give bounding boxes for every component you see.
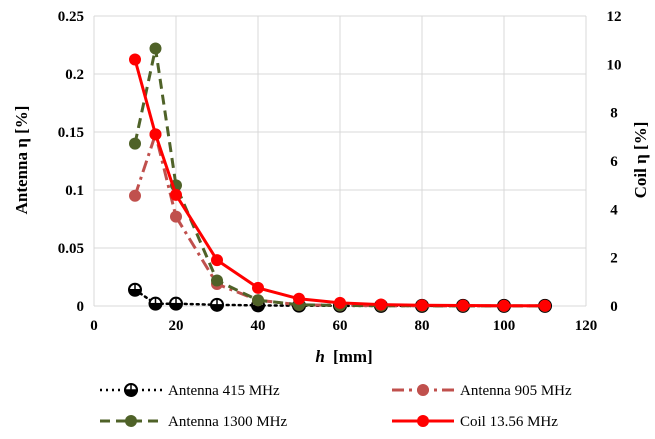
y-left-tick-label: 0.2 [65,67,84,83]
legend: Antenna 415 MHz Antenna 905 MHz Antenna 13… [100,383,572,430]
data-point [539,299,551,312]
x-tick-label: 0 [90,318,98,334]
legend-label: Antenna 905 MHz [460,383,572,399]
legend-marker [417,415,429,427]
data-point [170,210,182,223]
y-right-tick-label: 12 [607,9,622,25]
data-point [211,254,223,267]
legend-marker [417,384,429,396]
x-tick-label: 120 [575,318,598,334]
data-point [498,299,510,312]
legend-marker [125,415,137,427]
y-right-tick-label: 8 [610,106,618,122]
y-right-tick-label: 4 [610,202,618,218]
legend-label: Coil 13.56 MHz [460,414,558,430]
x-axis-title: h [mm] [315,347,372,366]
data-point [170,188,182,201]
data-point [211,274,223,287]
y-right-tick-label: 6 [610,154,618,170]
data-point [149,128,162,141]
data-point [416,299,428,312]
y-left-tick-label: 0.1 [65,183,84,199]
data-point [252,281,264,294]
data-point-half [170,303,182,310]
data-point-half [211,304,223,311]
y-right-tick-label: 2 [610,251,618,267]
data-point-half [129,289,141,296]
data-point [129,189,141,202]
x-tick-label: 60 [333,318,348,334]
tick-labels: 0 20 40 60 80 100 120 0 0.05 0.1 0.15 0.2 0.25 0 2 4 6 8 1… [58,9,622,334]
data-point [129,53,141,66]
y-left-tick-label: 0.05 [58,241,84,257]
y-right-tick-label: 0 [610,299,618,315]
data-point [252,294,264,307]
data-point [375,298,387,311]
y-right-tick-label: 10 [607,57,622,73]
legend-item: Antenna 415 MHz [100,383,280,399]
legend-label: Antenna 415 MHz [168,383,280,399]
y-left-tick-label: 0.25 [58,9,84,25]
data-point [293,292,305,305]
legend-item: Coil 13.56 MHz [392,414,558,430]
legend-item: Antenna 1300 MHz [100,414,287,430]
x-axis-title-unit: [mm] [333,347,373,366]
series-layer [128,42,552,313]
x-tick-label: 100 [493,318,516,334]
y-axis-right-title: Coil η [%] [631,122,650,199]
series-line [133,59,545,308]
data-point-half [149,303,162,310]
x-tick-label: 40 [251,318,266,334]
x-tick-label: 20 [169,318,184,334]
data-point [457,299,469,312]
x-tick-label: 80 [415,318,430,334]
y-left-tick-label: 0.15 [58,125,84,141]
series-3 [129,53,551,312]
legend-marker-half [125,390,137,396]
data-point [129,137,141,150]
x-axis-title-var: h [315,347,324,366]
data-point [149,42,162,55]
data-point [334,296,346,309]
data-point-half [252,305,264,312]
y-left-tick-label: 0 [77,299,85,315]
legend-label: Antenna 1300 MHz [168,414,287,430]
legend-item: Antenna 905 MHz [392,383,572,399]
y-axis-left-title: Antenna η [%] [12,106,31,215]
grid [93,15,587,307]
